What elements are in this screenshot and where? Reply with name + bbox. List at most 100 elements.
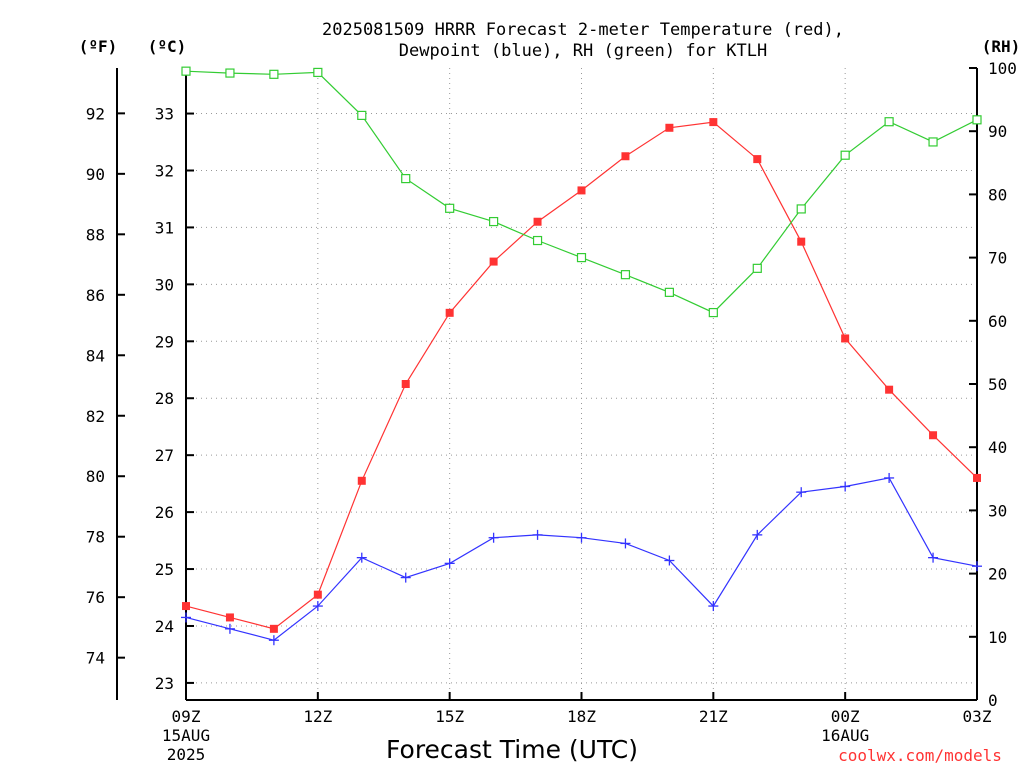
rh-tick-label: 0 (988, 691, 998, 710)
dewpoint-point (796, 487, 807, 498)
dewpoint-point (708, 601, 719, 612)
dewpoint-point (181, 612, 191, 623)
x-tick-label: 00Z (831, 707, 860, 726)
x-tick-label: 15Z (435, 707, 464, 726)
rh-tick-label: 70 (988, 249, 1007, 268)
rh-point (664, 287, 674, 297)
temperature-point (269, 624, 278, 633)
temperature-point (357, 476, 366, 485)
fahrenheit-tick-label: 86 (86, 286, 105, 305)
x-tick-date-label: 15AUG (162, 726, 210, 745)
chart-title-line2: Dewpoint (blue), RH (green) for KTLH (399, 41, 767, 61)
fahrenheit-tick-label: 88 (86, 225, 105, 244)
fahrenheit-tick-label: 74 (86, 649, 105, 668)
dewpoint-point (972, 561, 982, 572)
rh-point (357, 110, 367, 121)
rh-point (884, 117, 894, 127)
temperature-point (753, 155, 762, 164)
dewpoint-point (224, 623, 235, 634)
dewpoint-point (752, 529, 763, 540)
x-tick-label: 09Z (172, 707, 201, 726)
dewpoint-point (576, 532, 587, 543)
fahrenheit-tick-label: 92 (86, 104, 105, 123)
rh-tick-label: 60 (988, 312, 1007, 331)
fahrenheit-tick-label: 90 (86, 165, 105, 184)
fahrenheit-tick-label: 80 (86, 467, 105, 486)
rh-point (708, 307, 718, 318)
rh-point (620, 270, 631, 280)
x-tick-label: 12Z (303, 707, 332, 726)
temperature-point (225, 613, 234, 622)
rh-tick-label: 20 (988, 565, 1007, 584)
rh-tick-label: 100 (988, 59, 1017, 78)
rh-tick-label: 40 (988, 438, 1007, 457)
temperature-point (665, 123, 674, 132)
temperature-point (577, 186, 586, 195)
chart-title-line1: 2025081509 HRRR Forecast 2-meter Tempera… (322, 20, 844, 40)
rh-point (796, 204, 806, 214)
rh-point (928, 137, 938, 147)
fahrenheit-tick-label: 76 (86, 588, 105, 607)
fahrenheit-tick-label: 78 (86, 528, 105, 547)
temperature-point (313, 590, 322, 599)
dewpoint-point (312, 601, 323, 612)
dewpoint-point (488, 532, 499, 543)
fahrenheit-tick-label: 84 (86, 346, 105, 365)
rh-point (972, 115, 982, 125)
x-tick-label: 21Z (699, 707, 728, 726)
dewpoint-point (620, 538, 631, 549)
fahrenheit-tick-label: 82 (86, 407, 105, 426)
celsius-tick-label: 27 (155, 446, 174, 465)
rh-tick-label: 90 (988, 122, 1007, 141)
celsius-tick-label: 32 (155, 161, 174, 180)
temperature-point (489, 257, 498, 266)
dewpoint-point (532, 529, 543, 540)
celsius-tick-label: 23 (155, 674, 174, 693)
dewpoint-point (356, 552, 367, 563)
rh-point (752, 263, 762, 273)
rh-point (532, 235, 543, 246)
temperature-point (533, 217, 542, 226)
dewpoint-point (444, 558, 455, 569)
celsius-tick-label: 29 (155, 332, 174, 351)
rh-point (489, 216, 499, 227)
axes: 74 76 78 80 82 84 86 88 90 92 23 24 25 26 27 28 29 30 31 32… (86, 59, 1017, 764)
x-tick-year-label: 2025 (167, 745, 206, 764)
x-tick-label: 18Z (567, 707, 596, 726)
dewpoint-point (400, 572, 411, 583)
x-axis-label: Forecast Time (UTC) (386, 735, 638, 764)
rh-point (401, 174, 411, 184)
temperature-point (841, 334, 850, 343)
dewpoint-point (664, 555, 675, 566)
rh-point (313, 67, 323, 78)
temperature-point (929, 431, 938, 440)
rh-unit-label: (RH) (982, 37, 1021, 56)
dewpoint-point (928, 552, 939, 563)
celsius-tick-label: 24 (155, 617, 174, 636)
celsius-tick-label: 26 (155, 503, 174, 522)
rh-point (181, 66, 191, 76)
temperature-point (182, 602, 190, 611)
rh-tick-label: 30 (988, 501, 1007, 520)
fahrenheit-unit-label: (ºF) (79, 37, 118, 56)
celsius-tick-label: 28 (155, 389, 174, 408)
temperature-point (973, 473, 981, 482)
rh-point (576, 253, 587, 263)
celsius-tick-label: 33 (155, 105, 174, 124)
x-tick-label: 03Z (963, 707, 992, 726)
rh-point (840, 150, 850, 160)
temperature-point (797, 237, 806, 246)
temperature-point (709, 118, 718, 127)
dewpoint-point (840, 481, 851, 492)
credit-text: coolwx.com/models (838, 746, 1002, 765)
grid (185, 68, 978, 700)
dewpoint-point (268, 635, 279, 646)
temperature-point (885, 385, 894, 394)
rh-point (269, 69, 279, 79)
temperature-point (401, 380, 410, 388)
rh-point (445, 203, 455, 213)
series (181, 66, 982, 646)
celsius-tick-label: 30 (155, 275, 174, 294)
